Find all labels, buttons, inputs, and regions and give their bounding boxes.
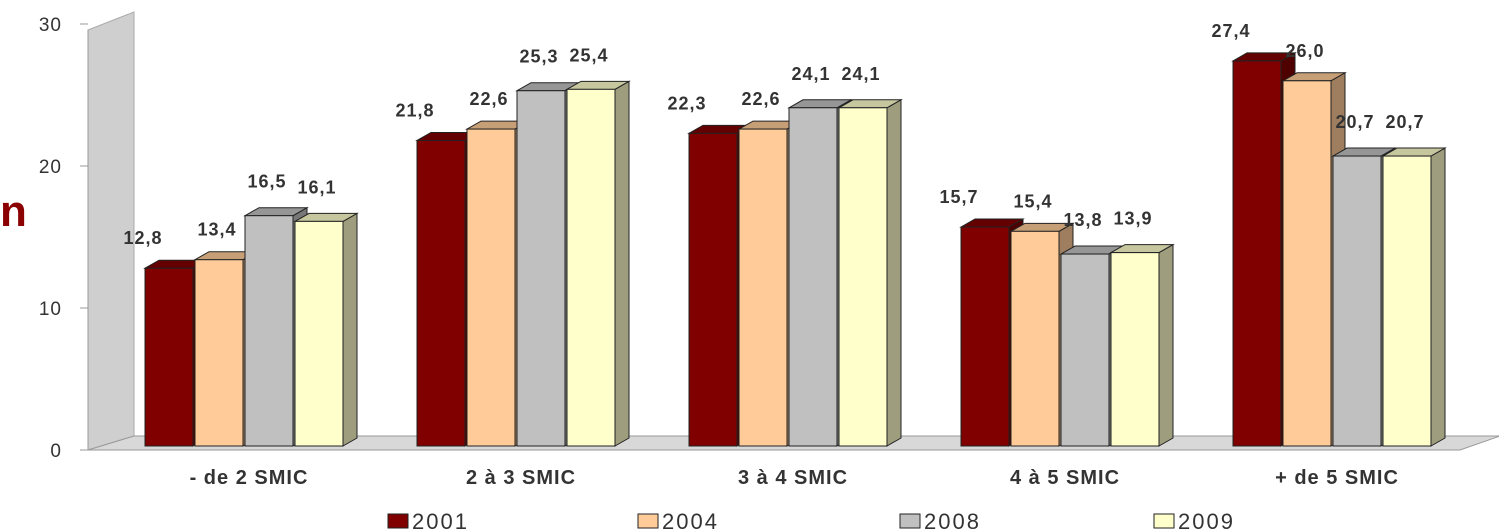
bar-front xyxy=(294,220,344,447)
bar-front xyxy=(1282,80,1332,447)
legend-swatch-2008 xyxy=(899,513,921,529)
value-label: 22,6 xyxy=(741,89,780,109)
bar-front xyxy=(788,107,838,447)
bar-front xyxy=(1332,155,1382,447)
value-label: 27,4 xyxy=(1211,21,1250,41)
value-label: 21,8 xyxy=(395,100,434,120)
value-label: 15,7 xyxy=(939,187,978,207)
bar-front xyxy=(738,128,788,447)
bar-2009-4 xyxy=(1381,147,1447,447)
legend: 2001 2004 2008 2009 xyxy=(387,509,1235,532)
bar-2009-2 xyxy=(837,98,903,447)
value-label: 20,7 xyxy=(1335,112,1374,132)
y-tick-label: 0 xyxy=(50,441,62,462)
legend-swatch-2001 xyxy=(387,513,409,529)
bar-2009-1 xyxy=(565,80,631,447)
category-label: - de 2 SMIC xyxy=(190,467,309,489)
value-label: 15,4 xyxy=(1013,191,1052,211)
bar-front xyxy=(1110,252,1160,447)
value-label: 13,9 xyxy=(1113,209,1152,229)
value-label: 12,8 xyxy=(123,228,162,248)
bar-front xyxy=(960,226,1010,447)
category-label: + de 5 SMIC xyxy=(1275,467,1399,489)
value-label: 16,1 xyxy=(297,177,336,197)
bar-front xyxy=(688,132,738,447)
y-tick-label: 30 xyxy=(39,15,62,36)
value-label: 24,1 xyxy=(791,64,830,84)
value-label: 16,5 xyxy=(247,172,286,192)
legend-label-2009: 2009 xyxy=(1178,509,1235,532)
cropped-title-fragment: n xyxy=(0,187,27,236)
bar-front xyxy=(1382,155,1432,447)
legend-label-2008: 2008 xyxy=(924,509,981,532)
legend-label-2001: 2001 xyxy=(412,509,469,532)
category-label: 3 à 4 SMIC xyxy=(738,467,848,489)
bar-side xyxy=(1430,147,1446,447)
value-label: 25,3 xyxy=(519,47,558,67)
value-label: 13,4 xyxy=(197,220,236,240)
bar-front xyxy=(1232,60,1282,447)
value-label: 24,1 xyxy=(841,64,880,84)
bar-2009-3 xyxy=(1109,243,1175,447)
category-labels: - de 2 SMIC 2 à 3 SMIC 3 à 4 SMIC 4 à 5 SMI… xyxy=(190,467,1399,489)
value-label: 20,7 xyxy=(1385,112,1424,132)
value-label: 22,3 xyxy=(667,93,706,113)
bar-front xyxy=(144,267,194,447)
category-label: 4 à 5 SMIC xyxy=(1010,467,1120,489)
bar-front xyxy=(516,90,566,447)
bar-front xyxy=(1010,230,1060,447)
y-tick-label: 10 xyxy=(39,299,62,320)
value-labels: 12,8 21,8 22,3 15,7 27,4 13,4 22,6 22,6 15,4 26,0… xyxy=(123,21,1424,248)
category-label: 2 à 3 SMIC xyxy=(466,467,576,489)
bar-2009-0 xyxy=(293,212,359,447)
bar-front xyxy=(466,128,516,447)
legend-label-2004: 2004 xyxy=(662,509,719,532)
value-label: 25,4 xyxy=(569,45,608,65)
legend-swatch-2004 xyxy=(637,513,659,529)
bar-front xyxy=(566,88,616,447)
bar-front xyxy=(838,107,888,447)
legend-swatch-2009 xyxy=(1153,513,1175,529)
y-axis-ticks: 0 10 20 30 xyxy=(39,15,88,462)
bar-front xyxy=(416,139,466,447)
bar-side xyxy=(342,212,358,447)
value-label: 22,6 xyxy=(469,89,508,109)
value-label: 13,8 xyxy=(1063,210,1102,230)
bar-front xyxy=(244,215,294,447)
y-tick-label: 20 xyxy=(39,157,62,178)
bar-side xyxy=(1158,243,1174,447)
bar-side xyxy=(614,80,630,447)
bar-front xyxy=(1060,253,1110,447)
value-label: 26,0 xyxy=(1285,41,1324,61)
bars-group xyxy=(143,52,1447,447)
bar-side xyxy=(886,98,902,447)
bar-front xyxy=(194,259,244,447)
